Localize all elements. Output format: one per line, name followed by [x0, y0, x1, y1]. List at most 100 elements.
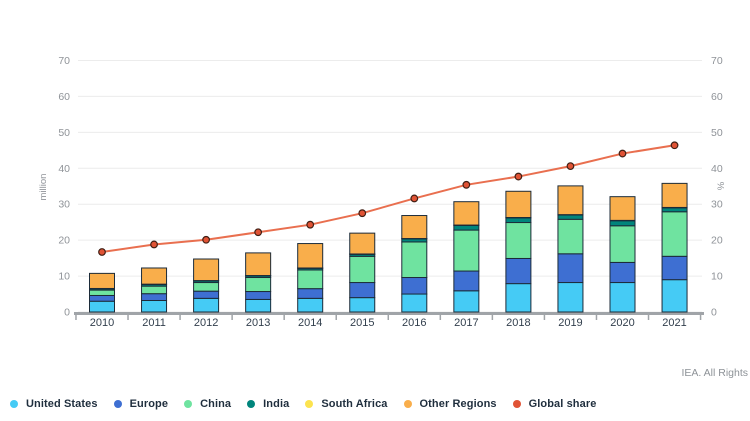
bar-segment-europe[interactable]	[245, 291, 272, 300]
legend-label: Global share	[528, 398, 597, 410]
bar-segment-europe[interactable]	[297, 288, 324, 299]
global-share-point[interactable]	[566, 162, 575, 171]
left-axis-tick-label: 60	[58, 91, 70, 103]
bar-segment-europe[interactable]	[609, 261, 636, 284]
global-share-point[interactable]	[254, 228, 263, 237]
bar-segment-india[interactable]	[609, 220, 636, 227]
bar-segment-other-regions[interactable]	[505, 190, 532, 219]
bar-segment-europe[interactable]	[141, 293, 168, 302]
legend-dot-icon	[10, 400, 18, 408]
left-axis-tick-label: 50	[58, 127, 70, 139]
legend-item-china[interactable]: China	[184, 398, 231, 410]
bar-segment-other-regions[interactable]	[609, 196, 636, 221]
bar-segment-europe[interactable]	[349, 282, 376, 299]
x-axis-year-label: 2010	[90, 317, 114, 329]
global-share-point[interactable]	[306, 220, 315, 229]
bar-segment-united-states[interactable]	[453, 290, 480, 313]
left-axis-title: million	[38, 174, 49, 201]
right-axis-tick-label: 0	[711, 307, 717, 319]
global-share-point[interactable]	[150, 240, 158, 249]
global-share-point[interactable]	[462, 180, 471, 189]
global-share-point[interactable]	[670, 141, 679, 150]
bar-segment-united-states[interactable]	[557, 282, 584, 313]
bar-segment-united-states[interactable]	[401, 293, 428, 313]
legend-label: Europe	[129, 398, 169, 410]
bar-segment-china[interactable]	[401, 241, 428, 279]
bar-segment-united-states[interactable]	[245, 298, 272, 313]
global-share-point[interactable]	[202, 235, 211, 244]
x-axis-year-label: 2021	[662, 317, 686, 329]
right-axis-tick-label: 20	[711, 235, 723, 247]
x-axis-year-label: 2016	[402, 317, 426, 329]
bar-segment-china[interactable]	[557, 218, 584, 255]
x-axis-year-label: 2013	[246, 317, 270, 329]
legend-item-other-regions[interactable]: Other Regions	[403, 398, 497, 410]
bar-segment-india[interactable]	[661, 207, 688, 213]
bar-segment-united-states[interactable]	[141, 300, 168, 313]
legend-item-europe[interactable]: Europe	[113, 398, 169, 410]
bar-segment-other-regions[interactable]	[661, 182, 688, 208]
bar-segment-other-regions[interactable]	[297, 243, 324, 269]
legend-item-global-share[interactable]: Global share	[512, 398, 597, 410]
bar-segment-other-regions[interactable]	[557, 185, 584, 216]
bar-segment-united-states[interactable]	[193, 297, 220, 313]
bar-segment-united-states[interactable]	[661, 279, 688, 313]
right-axis-tick-label: 60	[711, 91, 723, 103]
bar-segment-other-regions[interactable]	[401, 215, 428, 240]
bar-segment-other-regions[interactable]	[453, 201, 480, 226]
legend-item-south-africa[interactable]: South Africa	[305, 398, 387, 410]
bar-segment-other-regions[interactable]	[89, 272, 115, 289]
legend-dot-icon	[247, 400, 256, 408]
x-axis-year-label: 2011	[142, 317, 166, 329]
global-share-line	[101, 144, 675, 253]
left-axis-tick-label: 10	[58, 271, 70, 283]
bar-segment-europe[interactable]	[661, 255, 688, 281]
global-share-point[interactable]	[410, 194, 419, 203]
bar-segment-china[interactable]	[141, 285, 168, 295]
bar-segment-india[interactable]	[453, 224, 480, 231]
bar-segment-united-states[interactable]	[505, 283, 532, 313]
global-share-point[interactable]	[98, 248, 106, 256]
bar-segment-other-regions[interactable]	[349, 232, 376, 255]
legend-item-india[interactable]: India	[247, 398, 289, 410]
right-axis-tick-label: 70	[711, 55, 723, 67]
bar-segment-europe[interactable]	[89, 294, 115, 302]
bar-segment-china[interactable]	[661, 211, 688, 257]
x-axis-year-label: 2019	[558, 317, 582, 329]
bar-segment-other-regions[interactable]	[141, 267, 168, 285]
bar-segment-united-states[interactable]	[89, 300, 115, 313]
legend-item-united-states[interactable]: United States	[10, 398, 98, 410]
bar-segment-europe[interactable]	[193, 290, 220, 299]
bar-segment-china[interactable]	[297, 269, 324, 290]
bar-segment-other-regions[interactable]	[245, 252, 272, 277]
legend-dot-icon	[184, 400, 193, 408]
bar-segment-china[interactable]	[505, 222, 532, 259]
right-axis-tick-label: 10	[711, 271, 723, 283]
right-axis-tick-label: 30	[711, 199, 723, 211]
right-axis-tick-label: 40	[711, 163, 723, 175]
bar-segment-china[interactable]	[453, 229, 480, 272]
global-share-point[interactable]	[514, 172, 523, 181]
legend-label: Other Regions	[419, 398, 497, 410]
bar-segment-europe[interactable]	[453, 270, 480, 292]
left-axis-tick-label: 70	[58, 55, 70, 67]
bar-segment-other-regions[interactable]	[193, 258, 220, 282]
bar-segment-india[interactable]	[505, 217, 532, 224]
bar-segment-europe[interactable]	[401, 277, 428, 295]
bar-segment-united-states[interactable]	[349, 297, 376, 313]
bar-segment-china[interactable]	[609, 225, 636, 263]
global-share-point[interactable]	[618, 149, 627, 158]
bar-segment-china[interactable]	[245, 277, 272, 293]
chart-legend: United States Europe China India South Afric…	[10, 398, 596, 410]
global-share-point[interactable]	[358, 209, 367, 218]
bar-segment-china[interactable]	[349, 255, 376, 284]
bar-segment-china[interactable]	[89, 289, 115, 296]
x-axis-year-label: 2020	[610, 317, 634, 329]
bar-segment-united-states[interactable]	[297, 297, 324, 313]
bar-segment-india[interactable]	[557, 214, 584, 220]
bar-segment-europe[interactable]	[505, 257, 532, 285]
bar-segment-europe[interactable]	[557, 253, 584, 284]
bar-segment-china[interactable]	[193, 282, 220, 292]
legend-label: South Africa	[321, 398, 388, 410]
bar-segment-united-states[interactable]	[609, 282, 636, 313]
